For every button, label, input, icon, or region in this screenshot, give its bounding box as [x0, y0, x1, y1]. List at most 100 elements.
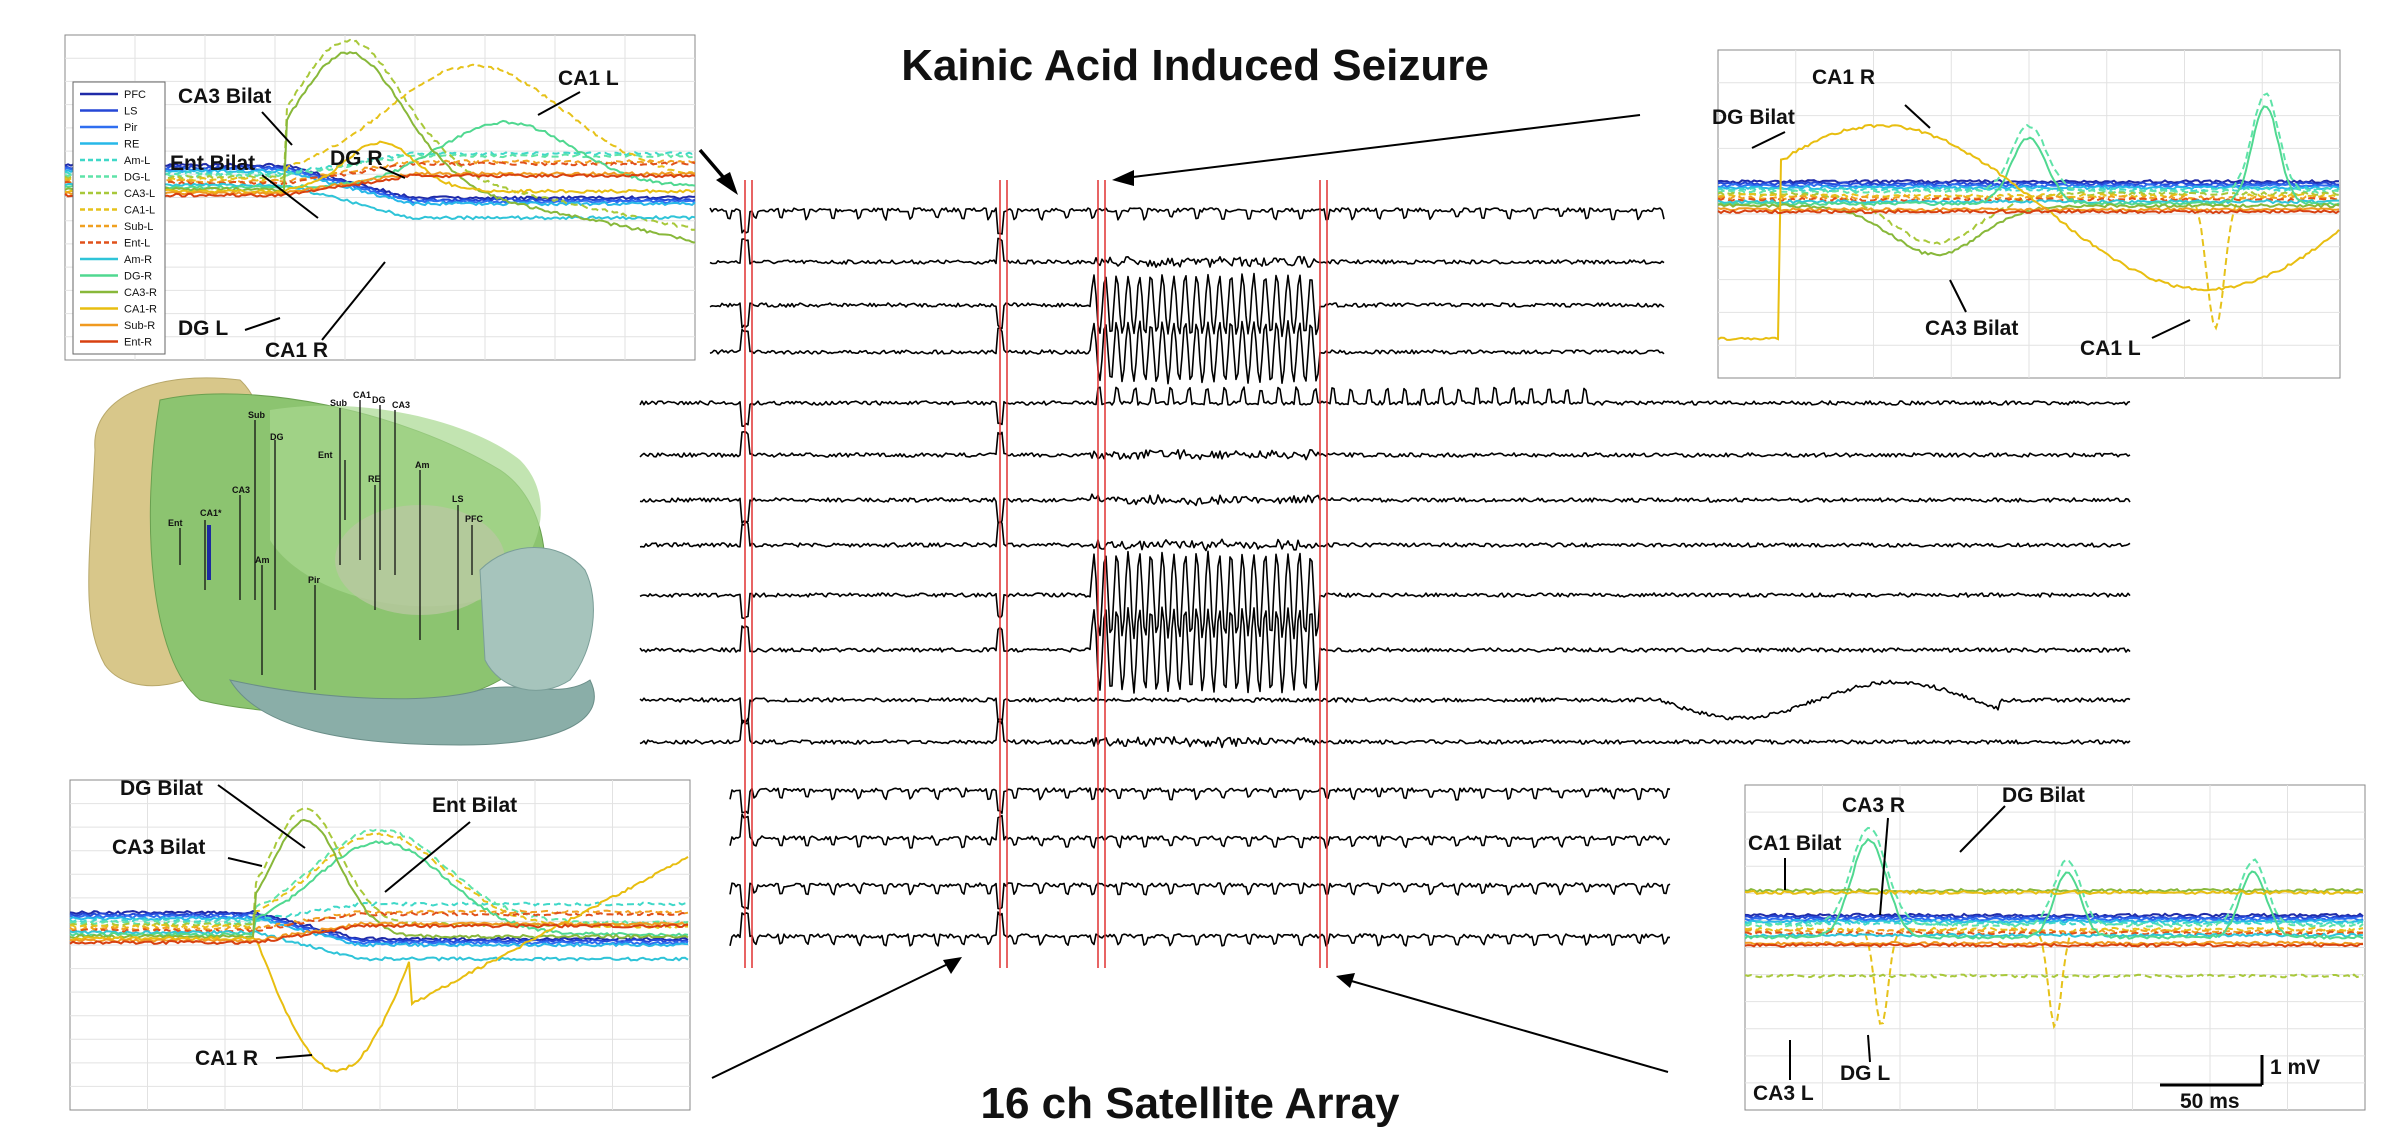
panel-trace: [64, 173, 696, 198]
panel-trace: [1717, 194, 2340, 201]
panel-trace: [64, 164, 696, 203]
channel-trace: [639, 550, 2131, 640]
label-ca1-bilat-br: CA1 Bilat: [1748, 832, 1841, 855]
panel-trace: [1744, 930, 2364, 937]
brain-region-label: DG: [372, 395, 386, 405]
label-ca3-bilat-tr: CA3 Bilat: [1925, 317, 2018, 340]
brain-region-label: Sub: [330, 398, 348, 408]
legend-entry: Ent-L: [124, 238, 150, 250]
panel-trace: [1744, 926, 2364, 1030]
brain-region-label: CA3: [232, 485, 250, 495]
panel-trace: [1744, 826, 2364, 928]
panel-trace: [1717, 198, 2340, 205]
panel-trace: [1717, 208, 2340, 215]
brain-region-label: Ent: [318, 450, 333, 460]
channel-trace: [729, 911, 1671, 947]
label-dg-bilat-br: DG Bilat: [2002, 784, 2085, 807]
panel-trace: [1744, 973, 2364, 979]
legend-entry: Ent-R: [124, 337, 152, 349]
panel-bottom-right-traces: [1744, 826, 2364, 1030]
legend-entry: RE: [124, 139, 139, 151]
panel-top-right: CA1 R DG Bilat CA3 Bilat CA1 L: [1712, 49, 2341, 379]
panel-trace: [1717, 105, 2340, 207]
panel-trace: [1717, 178, 2340, 185]
panel-trace: [69, 915, 689, 948]
panel-trace: [1744, 916, 2364, 922]
panel-trace: [1744, 932, 2364, 938]
label-dg-l-br: DG L: [1840, 1062, 1890, 1085]
channel-trace: [639, 606, 2131, 694]
channel-trace: [639, 493, 2131, 524]
panel-trace: [1717, 123, 2340, 341]
label-ca1-r-tr: CA1 R: [1812, 66, 1875, 89]
channel-trace: [709, 320, 1665, 385]
channel-trace: [639, 520, 2131, 552]
panel-trace: [69, 856, 689, 1073]
brain-region-label: Pir: [308, 575, 321, 585]
legend-entry: Am-R: [124, 254, 152, 266]
scalebar-amp-label: 1 mV: [2270, 1056, 2320, 1079]
panel-top-right-traces: [1717, 92, 2340, 341]
panel-trace: [1717, 184, 2340, 191]
label-ent-bilat: Ent Bilat: [170, 152, 255, 175]
central-trace-array: [639, 207, 2131, 947]
panel-trace: [1717, 202, 2340, 257]
channel-trace: [709, 207, 1665, 235]
arrowhead-subtitle-left: [943, 957, 962, 974]
annotation-arrows: [698, 114, 1669, 1079]
panel-trace: [69, 818, 689, 940]
panel-trace: [1744, 914, 2364, 920]
channel-trace: [729, 882, 1671, 910]
label-dg-r: DG R: [330, 147, 383, 170]
brain-region-label: Ent: [168, 518, 183, 528]
panel-bottom-left: DG Bilat CA3 Bilat Ent Bilat CA1 R: [69, 777, 691, 1111]
brain-region-label: CA1*: [200, 508, 222, 518]
legend-entry: DG-R: [124, 271, 152, 283]
legend-entry: Pir: [124, 122, 138, 134]
arrow-title: [1124, 114, 1641, 179]
channel-trace: [639, 679, 2131, 725]
arrow-subtitle-right: [1347, 979, 1669, 1073]
channel-trace: [709, 272, 1665, 338]
label-ca1-r-bl: CA1 R: [195, 1047, 258, 1070]
brain-region-label: Sub: [248, 410, 266, 420]
panel-trace: [64, 153, 696, 178]
legend-entry: CA1-R: [124, 304, 157, 316]
panel-trace: [1744, 920, 2364, 926]
panel-bottom-right: CA3 R DG Bilat CA1 Bilat CA3 L DG L 50 m…: [1744, 784, 2366, 1113]
panel-trace: [1744, 887, 2364, 894]
channel-trace: [639, 717, 2131, 749]
brain-region-label: RE: [368, 474, 381, 484]
brain-region-label: DG: [270, 432, 284, 442]
panel-trace: [1717, 206, 2340, 213]
legend-entry: DG-L: [124, 172, 150, 184]
brain-region-label: CA3: [392, 400, 410, 410]
panel-trace: [69, 840, 689, 938]
channel-trace: [729, 813, 1671, 849]
panel-trace: [69, 923, 688, 946]
channel-trace: [639, 431, 2131, 461]
panel-trace: [1717, 92, 2340, 195]
figure-title: Kainic Acid Induced Seizure: [901, 41, 1489, 90]
label-ca1-r: CA1 R: [265, 339, 328, 362]
panel-trace: [64, 119, 696, 190]
panel-trace: [64, 182, 696, 221]
panel-trace: [69, 912, 689, 944]
panel-trace: [1717, 186, 2340, 193]
label-ca1-l-tr: CA1 L: [2080, 337, 2141, 360]
channel-trace: [729, 787, 1671, 815]
legend-entry: Am-L: [124, 155, 150, 167]
brain-region-label: LS: [452, 494, 464, 504]
label-dg-l: DG L: [178, 317, 228, 340]
figure-subtitle: 16 ch Satellite Array: [980, 1079, 1400, 1128]
panel-top-left: PFC LS Pir RE Am-L DG-L CA3-L CA1-L Sub-L Ent-L Am…: [64, 34, 696, 362]
channel-trace: [709, 237, 1665, 268]
panel-trace: [64, 140, 696, 195]
legend: PFC LS Pir RE Am-L DG-L CA3-L CA1-L Sub-L Ent-L Am…: [72, 81, 166, 355]
brain-cerebellum: [479, 547, 594, 691]
label-ent-bilat-bl: Ent Bilat: [432, 794, 517, 817]
panel-trace: [69, 828, 689, 926]
brain-brainstem: [228, 679, 595, 746]
